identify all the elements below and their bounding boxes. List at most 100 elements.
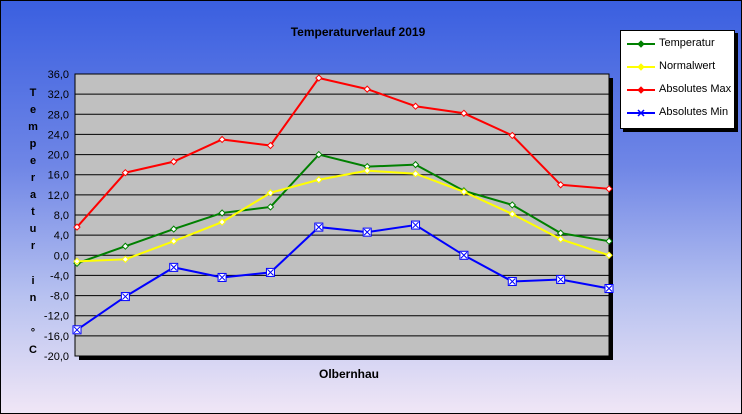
y-axis-label-char: u [30,223,37,235]
data-point [556,274,566,284]
y-axis-label-char: i [31,275,34,287]
data-point [411,102,420,110]
data-point [315,74,323,82]
data-point [460,188,468,196]
y-tick-label: 0,0 [54,250,69,262]
legend-swatch [627,109,655,117]
data-point [604,284,614,294]
data-point [170,237,178,245]
y-tick-label: 28,0 [48,109,69,121]
data-point [121,242,130,250]
y-axis-label-char: e [30,155,36,167]
series-absolutes-max [73,74,613,231]
data-point [170,157,178,166]
y-axis-label-char: p [30,138,37,150]
y-tick-label: 8,0 [54,210,69,222]
data-point [459,250,469,260]
data-point [460,109,468,117]
data-point [170,225,178,233]
data-point [508,201,516,209]
y-axis-ticks: 36,0 32,0 28,0 24,0 20,0 16,0 12,0 8,0 4,0 0,0 -4,… [44,69,69,363]
y-tick-label: 20,0 [48,150,69,162]
series-line [76,76,610,228]
y-tick-label: -4,0 [50,270,69,282]
y-tick-label: -16,0 [44,331,69,343]
series-line [76,224,610,331]
data-point [508,210,516,218]
y-axis-label-char: t [31,206,35,218]
y-tick-label: 4,0 [54,230,69,242]
series-temperatur [73,150,613,268]
x-axis-label: Olbernhau [319,367,379,381]
data-point [169,262,179,272]
legend-label: Absolutes Max [659,83,732,95]
data-point [315,150,323,159]
data-point [121,168,130,177]
data-point [265,267,275,277]
data-point [507,276,517,286]
y-axis-label-char: r [31,240,36,252]
data-point [218,135,226,144]
series-absolutes-min [72,220,614,335]
legend-label: Normalwert [659,60,716,72]
legend-swatch [627,86,655,94]
y-tick-label: 32,0 [48,89,69,101]
y-tick-label: -12,0 [44,311,69,323]
data-point [362,227,372,237]
legend-label: Absolutes Min [659,106,729,118]
legend-label: Temperatur [659,37,715,49]
data-point [556,181,565,189]
data-point [411,160,420,169]
y-axis-label-char: e [30,104,36,116]
y-axis-label-char: C [29,344,37,356]
data-point [121,255,130,264]
y-axis-label-char: T [30,87,37,99]
y-axis-label-char: n [30,292,37,304]
chart-title: Temperaturverlauf 2019 [291,25,426,39]
data-point [605,185,613,193]
data-point [363,85,371,93]
legend-swatch [627,40,655,48]
data-point [218,209,226,217]
legend-item: Temperatur [627,36,735,52]
data-point [266,141,275,150]
data-point [266,203,275,211]
y-tick-label: 16,0 [48,170,69,182]
legend-swatch [627,63,655,71]
data-point [315,176,323,184]
data-point [411,220,421,230]
data-point [605,237,613,245]
data-point [120,292,130,302]
data-point [266,189,275,197]
y-axis-label-char: r [31,172,36,184]
y-tick-label: -20,0 [44,351,69,363]
y-axis-label-char: m [28,121,38,133]
legend-item: Absolutes Min [627,105,735,121]
y-axis-label-char: ° [31,327,35,339]
series-normalwert [73,166,613,266]
y-tick-label: 12,0 [48,190,69,202]
data-point [363,166,371,175]
legend-item: Normalwert [627,59,735,75]
data-point [217,272,227,282]
data-point [314,222,324,232]
data-point [218,218,226,226]
y-tick-label: 24,0 [48,129,69,141]
legend: Temperatur Normalwert Absolutes Max Absolut… [620,30,735,129]
series-line [76,169,610,263]
y-axis-label-char: a [30,189,37,201]
series-lines [72,74,614,335]
data-point [73,223,81,231]
y-tick-label: -8,0 [50,291,69,303]
legend-item: Absolutes Max [627,82,735,98]
data-point [72,325,82,335]
data-point [556,235,565,243]
data-point [73,257,81,266]
data-point [508,131,516,140]
series-line [76,153,610,265]
data-point [605,251,613,259]
y-tick-label: 36,0 [48,69,69,81]
